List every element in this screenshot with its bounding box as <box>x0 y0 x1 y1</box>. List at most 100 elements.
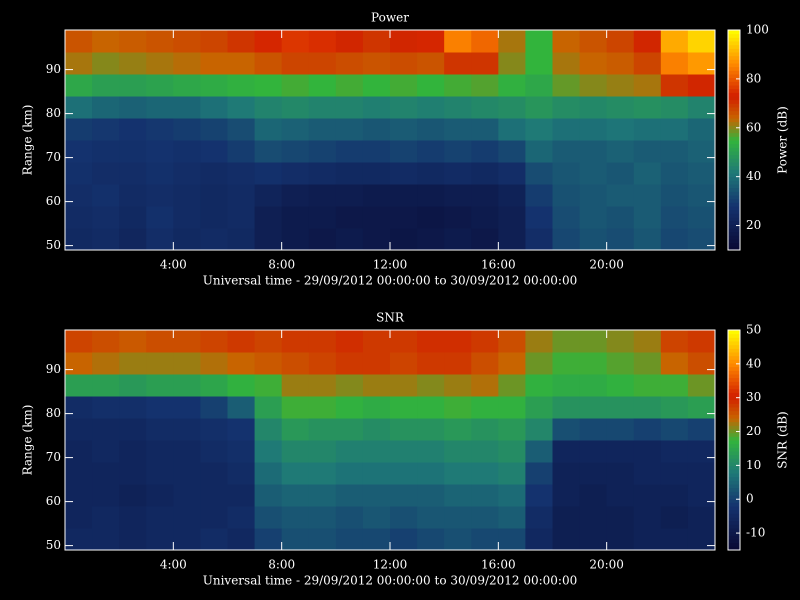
heatmap-cell <box>606 440 635 463</box>
heatmap-cell <box>362 506 391 529</box>
heatmap-cell <box>606 374 635 397</box>
heatmap-cell <box>200 418 228 441</box>
x-tick-label: 20:00 <box>589 258 624 272</box>
heatmap-cell <box>254 162 283 185</box>
heatmap-cell <box>525 74 553 97</box>
heatmap-cell <box>417 396 445 419</box>
colorbar-swatch <box>728 388 740 393</box>
x-tick-label: 8:00 <box>268 558 295 572</box>
colorbar-swatch <box>728 103 740 108</box>
colorbar-tick-label: 40 <box>746 356 761 370</box>
heatmap-cell <box>65 206 93 229</box>
heatmap-cell <box>633 462 662 485</box>
heatmap-cell <box>200 184 228 207</box>
heatmap-cell <box>254 528 283 550</box>
heatmap-cell <box>281 74 310 97</box>
heatmap-cell <box>65 184 93 207</box>
heatmap-cell <box>552 96 581 119</box>
heatmap-cell <box>227 228 256 250</box>
heatmap-cell <box>444 96 472 119</box>
heatmap-cell <box>281 484 310 507</box>
colorbar-swatch <box>728 125 740 130</box>
heatmap-cell <box>227 418 256 441</box>
heatmap-cell <box>146 418 174 441</box>
colorbar-tick-label: 40 <box>746 169 761 183</box>
heatmap-cell <box>335 74 364 97</box>
colorbar-swatch <box>728 180 740 185</box>
colorbar-swatch <box>728 184 740 189</box>
colorbar-swatch <box>728 535 740 540</box>
heatmap-cell <box>92 52 120 75</box>
colorbar-swatch <box>728 509 740 514</box>
heatmap-cell <box>146 528 174 550</box>
colorbar-swatch <box>728 333 740 338</box>
heatmap-cell <box>119 30 147 53</box>
heatmap-cell <box>281 440 310 463</box>
y-tick-label: 90 <box>46 362 61 376</box>
heatmap-cell <box>579 162 608 185</box>
heatmap-cell <box>335 418 364 441</box>
colorbar-swatch <box>728 99 740 104</box>
heatmap-cell <box>335 140 364 163</box>
heatmap-cell <box>65 418 93 441</box>
heatmap-cell <box>390 330 418 353</box>
heatmap-cell <box>254 506 283 529</box>
heatmap-cell <box>281 396 310 419</box>
heatmap-cell <box>227 484 256 507</box>
heatmap-cell <box>687 506 715 529</box>
heatmap-cell <box>579 30 608 53</box>
heatmap-cell <box>335 30 364 53</box>
heatmap-cell <box>390 118 418 141</box>
y-tick-label: 80 <box>46 106 61 120</box>
heatmap-cell <box>362 528 391 550</box>
x-tick-label: 4:00 <box>160 558 187 572</box>
heatmap-cell <box>146 352 174 375</box>
heatmap-cell <box>552 418 581 441</box>
heatmap-cell <box>552 330 581 353</box>
colorbar-swatch <box>728 81 740 86</box>
colorbar-tick-label: 100 <box>746 23 769 37</box>
colorbar-swatch <box>728 129 740 134</box>
heatmap-cell <box>254 30 283 53</box>
heatmap-cell <box>335 96 364 119</box>
heatmap-cell <box>65 140 93 163</box>
heatmap-cell <box>200 330 228 353</box>
heatmap-cell <box>498 74 526 97</box>
heatmap-cell <box>633 506 662 529</box>
colorbar-swatch <box>728 451 740 456</box>
heatmap-cell <box>92 352 120 375</box>
heatmap-cell <box>119 330 147 353</box>
heatmap-cell <box>308 184 337 207</box>
heatmap-cell <box>687 30 715 53</box>
heatmap-cell <box>525 206 553 229</box>
heatmap-cell <box>552 162 581 185</box>
colorbar-swatch <box>728 151 740 156</box>
heatmap-cell <box>552 374 581 397</box>
heatmap-cell <box>308 140 337 163</box>
x-tick-label: 12:00 <box>373 258 408 272</box>
heatmap-cell <box>687 228 715 250</box>
heatmap-cell <box>119 96 147 119</box>
heatmap-cell <box>417 184 445 207</box>
heatmap-cell <box>308 228 337 250</box>
heatmap-cell <box>633 396 662 419</box>
heatmap-cell <box>471 396 499 419</box>
y-tick-label: 80 <box>46 406 61 420</box>
colorbar-swatch <box>728 520 740 525</box>
colorbar-swatch <box>728 363 740 368</box>
heatmap-cell <box>173 506 201 529</box>
heatmap-cell <box>444 118 472 141</box>
heatmap-cell <box>335 228 364 250</box>
heatmap-cell <box>173 374 201 397</box>
heatmap-cell <box>606 52 635 75</box>
heatmap-cell <box>471 330 499 353</box>
heatmap-cell <box>525 418 553 441</box>
heatmap-cell <box>552 440 581 463</box>
heatmap-cell <box>606 330 635 353</box>
heatmap-cell <box>687 96 715 119</box>
colorbar-swatch <box>728 399 740 404</box>
heatmap-cell <box>65 118 93 141</box>
heatmap-cell <box>606 228 635 250</box>
colorbar-swatch <box>728 162 740 167</box>
chart-title: Power <box>371 11 409 25</box>
